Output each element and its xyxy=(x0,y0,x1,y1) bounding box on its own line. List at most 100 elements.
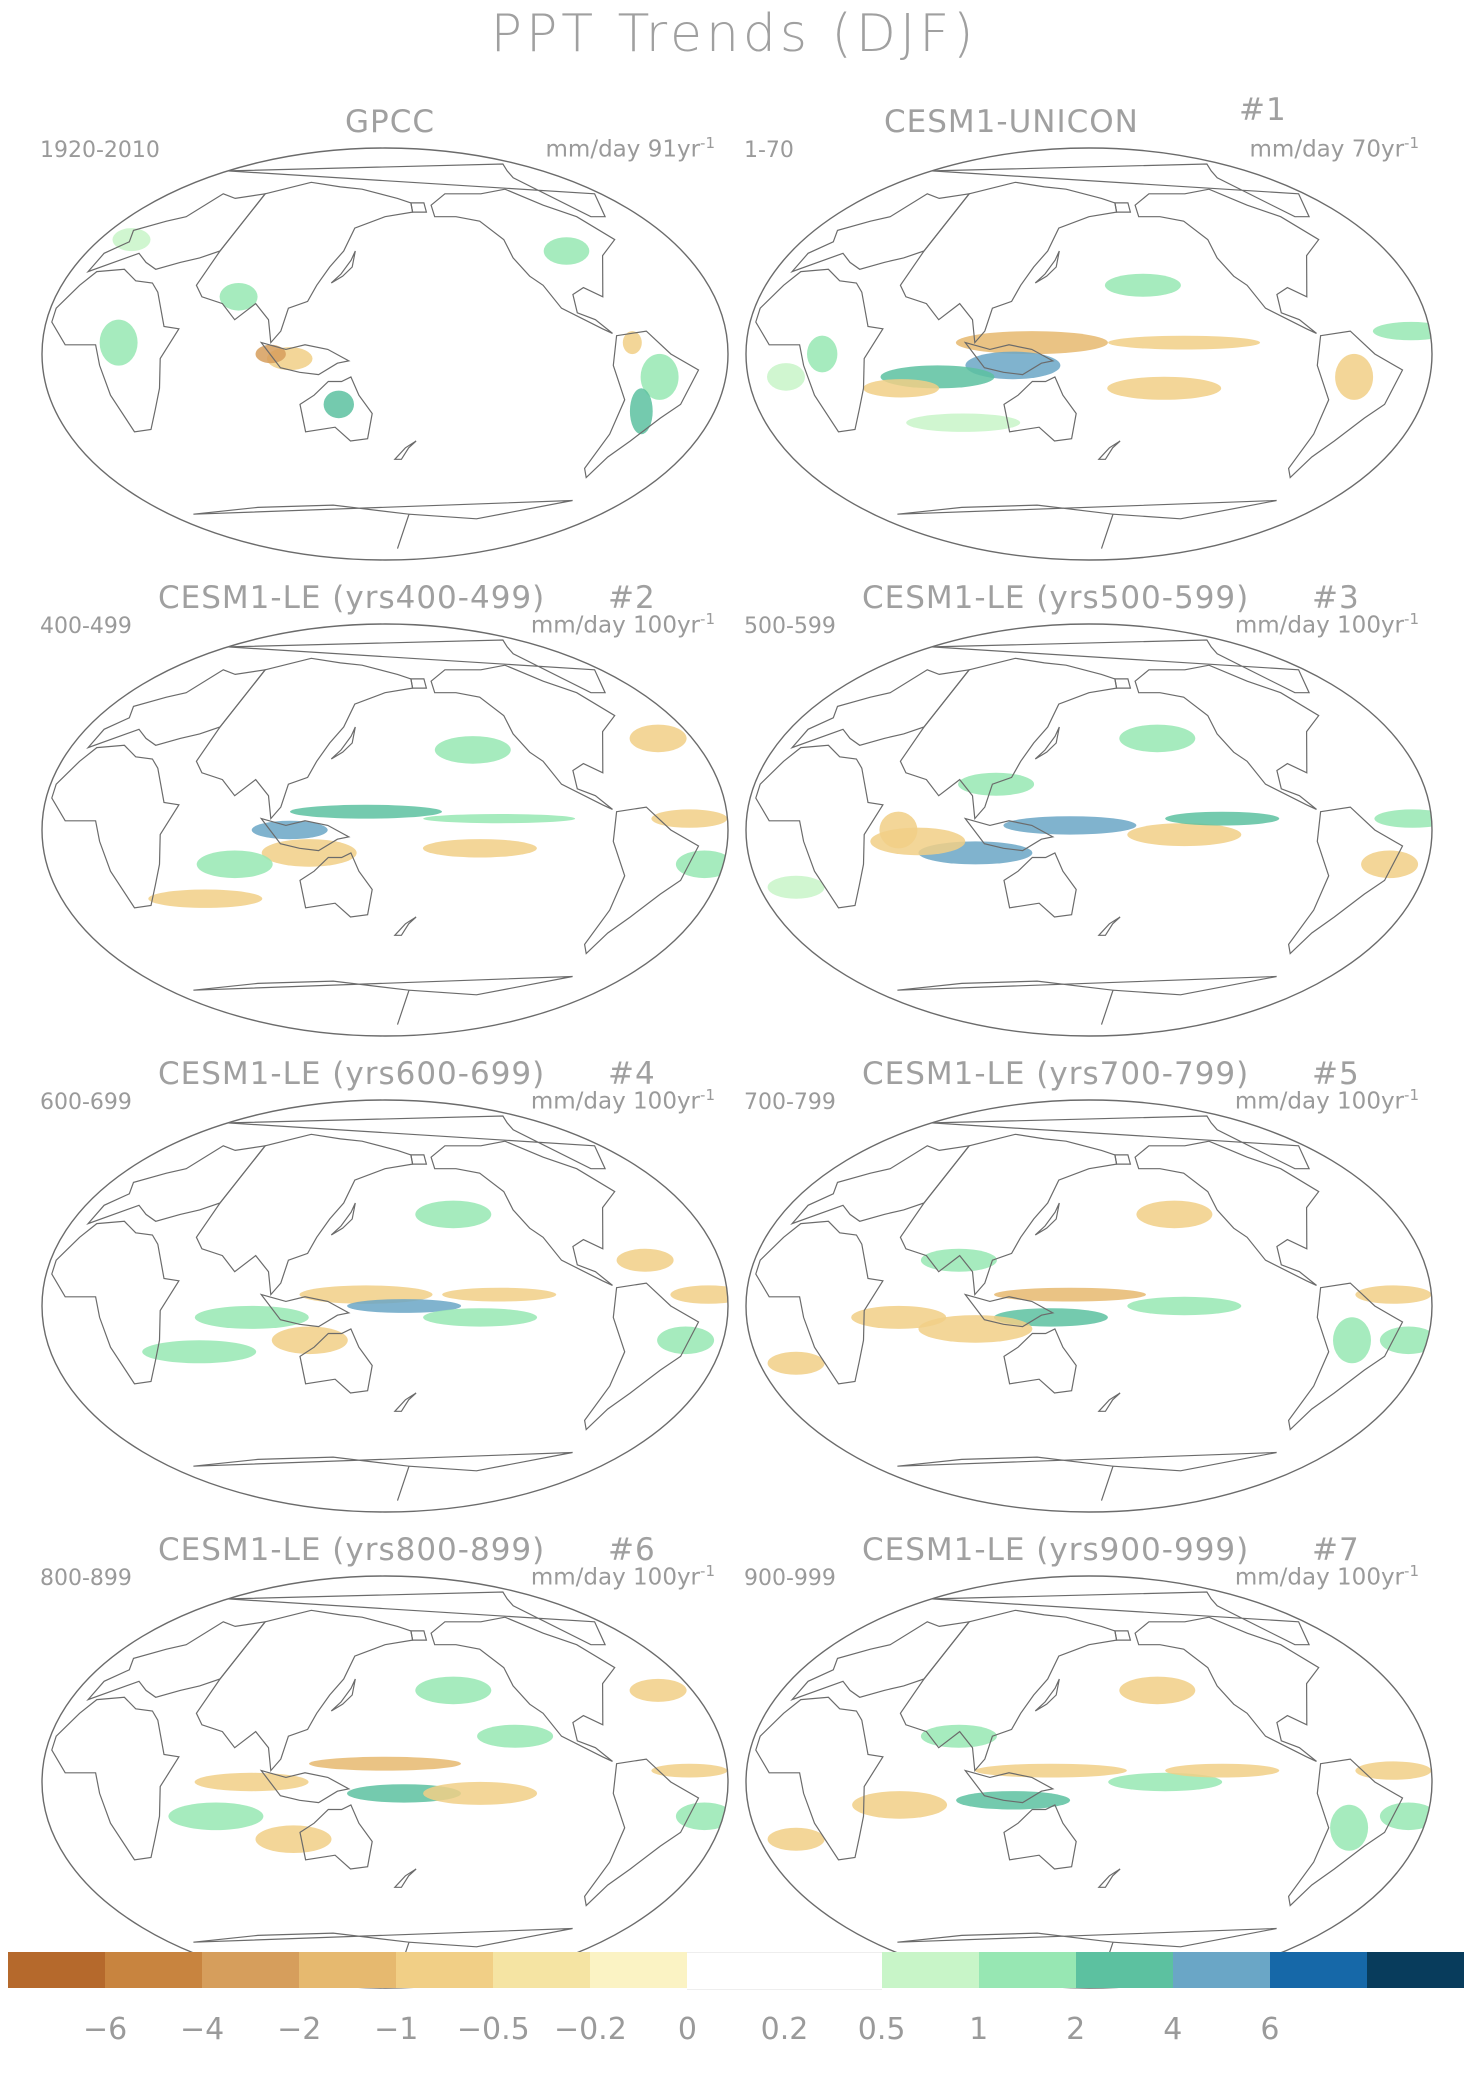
coastline-europe xyxy=(790,1144,971,1225)
trend-patch xyxy=(767,875,825,899)
world-map xyxy=(745,1575,1433,1989)
coastline-australia xyxy=(1003,1328,1077,1394)
coastline-eurasia-west xyxy=(410,678,428,689)
units-text: mm/day 100yr xyxy=(530,1088,701,1115)
trend-patch xyxy=(1330,1804,1369,1851)
coastline-europe xyxy=(86,668,267,749)
colorbar-tick-label: 4 xyxy=(1163,2012,1183,2047)
units-text: mm/day 100yr xyxy=(1234,612,1405,639)
coastline-nz xyxy=(1097,1392,1121,1412)
coastline-eurasia-west xyxy=(410,202,428,213)
coastline-japan xyxy=(1034,1678,1060,1712)
coastline-antarctica xyxy=(897,975,1277,1025)
colorbar-segment xyxy=(687,1952,785,1990)
colorbar xyxy=(8,1952,1464,1990)
coastline-north-america xyxy=(430,188,616,334)
map-border xyxy=(41,623,729,1037)
coastline-japan xyxy=(1034,726,1060,760)
coastline-japan xyxy=(1034,250,1060,284)
trend-patch xyxy=(852,1791,948,1819)
map-border xyxy=(745,1575,1433,1989)
coastline-eurasia-east xyxy=(195,657,414,821)
coastline-south-america xyxy=(1287,1282,1404,1431)
trend-patch xyxy=(651,809,728,828)
map-border xyxy=(41,1099,729,1513)
coastline-south-america xyxy=(1287,330,1404,479)
trend-patch xyxy=(807,335,838,373)
coastline-africa-east xyxy=(755,268,884,433)
period-range: 800-899 xyxy=(40,1566,132,1591)
trend-patch xyxy=(675,850,728,879)
coastline-australia xyxy=(1003,852,1077,918)
coastline-north-america xyxy=(1134,1616,1320,1762)
coastline-nz xyxy=(393,1392,417,1412)
coastline-africa-east xyxy=(51,1220,180,1385)
trend-patch xyxy=(434,736,511,764)
trend-patch xyxy=(879,811,918,849)
trend-patch xyxy=(196,850,273,879)
panel-title-text: CESM1-LE (yrs400-499) xyxy=(158,580,546,616)
coastline-antarctica xyxy=(897,1451,1277,1501)
world-map xyxy=(745,623,1433,1037)
trend-patch xyxy=(255,1825,332,1853)
trend-patch xyxy=(168,1802,264,1831)
units-exponent: -1 xyxy=(700,1086,715,1104)
coastline-eurasia-west xyxy=(410,1630,428,1641)
map-border xyxy=(745,623,1433,1037)
map-border xyxy=(41,1575,729,1989)
trend-patch xyxy=(994,1287,1146,1302)
coastline-europe xyxy=(790,668,971,749)
coastline-europe xyxy=(790,192,971,273)
trend-patch xyxy=(918,1315,1033,1343)
trend-patch xyxy=(629,1678,687,1702)
coastline-africa-east xyxy=(755,1696,884,1861)
coastline-nz xyxy=(1097,440,1121,460)
trend-patch xyxy=(622,331,642,355)
coastline-australia xyxy=(1003,376,1077,442)
coastline-nz xyxy=(1097,1868,1121,1888)
coastline-south-america xyxy=(583,806,700,955)
coastline-greenland xyxy=(227,1591,607,1646)
trend-patch xyxy=(767,1827,825,1851)
trend-patch xyxy=(1361,850,1419,879)
trend-patch xyxy=(251,820,328,840)
trend-patch xyxy=(415,1676,492,1705)
units-exponent: -1 xyxy=(700,134,715,152)
coastline-nz xyxy=(1097,916,1121,936)
coastline-japan xyxy=(330,1678,356,1712)
trend-patch xyxy=(290,804,442,819)
coastline-australia xyxy=(299,376,373,442)
period-range: 1920-2010 xyxy=(40,138,160,163)
trend-patch xyxy=(657,1326,715,1355)
trend-patch xyxy=(1335,353,1374,400)
trend-patch xyxy=(112,228,151,252)
map-border xyxy=(41,147,729,561)
colorbar-segment xyxy=(881,1952,979,1988)
trend-patch xyxy=(194,1772,309,1792)
period-range: 500-599 xyxy=(744,614,836,639)
trend-patch xyxy=(194,1305,309,1329)
world-map xyxy=(745,1099,1433,1513)
units-label: mm/day 100yr-1 xyxy=(1235,1562,1419,1591)
coastline-japan xyxy=(1034,1202,1060,1236)
trend-patch xyxy=(1127,1296,1242,1316)
coastline-south-america xyxy=(1287,806,1404,955)
world-map xyxy=(41,623,729,1037)
trend-patch xyxy=(1372,321,1432,341)
coastline-nz xyxy=(393,916,417,936)
trend-patch xyxy=(323,390,354,419)
colorbar-tick-label: 1 xyxy=(969,2012,989,2047)
coastline-europe xyxy=(790,1620,971,1701)
trend-patch xyxy=(442,1287,557,1302)
panel-title-text: CESM1-LE (yrs500-599) xyxy=(862,580,1250,616)
units-text: mm/day 100yr xyxy=(1234,1564,1405,1591)
trend-patch xyxy=(422,839,537,858)
coastline-europe xyxy=(86,1620,267,1701)
period-range: 400-499 xyxy=(40,614,132,639)
trend-patch xyxy=(629,724,687,753)
trend-patch xyxy=(863,379,940,398)
trend-patch xyxy=(1003,816,1137,835)
units-exponent: -1 xyxy=(1404,134,1419,152)
figure-title: PPT Trends (DJF) xyxy=(490,4,978,64)
trend-patch xyxy=(99,319,138,366)
